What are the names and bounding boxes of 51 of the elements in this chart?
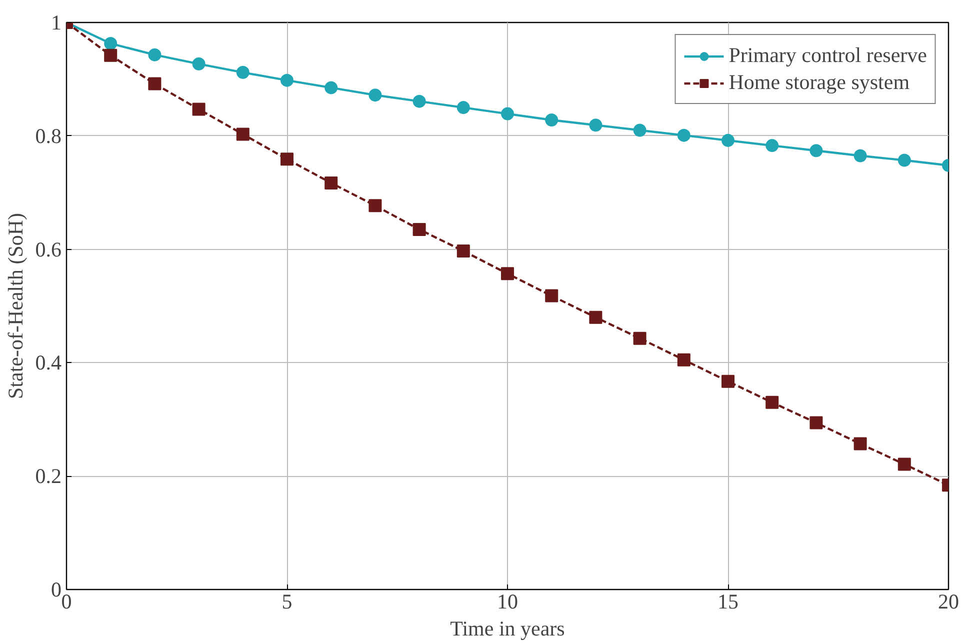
point xyxy=(192,102,206,116)
point xyxy=(766,139,779,152)
point xyxy=(810,144,823,158)
point xyxy=(722,134,734,147)
point xyxy=(456,244,470,258)
y-tick-label: 1 xyxy=(51,10,62,34)
x-axis-title: Time in years xyxy=(450,616,565,640)
point xyxy=(589,118,602,132)
x-tick-label: 10 xyxy=(497,590,518,614)
x-tick-label: 15 xyxy=(718,590,738,614)
point xyxy=(412,94,426,108)
point xyxy=(148,77,162,90)
point xyxy=(104,36,118,50)
point xyxy=(677,353,690,366)
y-tick-label: 0.8 xyxy=(35,124,62,148)
x-tick-label: 20 xyxy=(938,590,959,614)
point xyxy=(148,48,162,62)
point xyxy=(545,289,558,302)
point xyxy=(324,81,338,94)
point xyxy=(545,114,558,127)
point xyxy=(236,128,250,141)
point xyxy=(501,267,514,280)
point xyxy=(368,88,382,102)
point xyxy=(766,396,779,409)
point xyxy=(854,437,867,450)
point xyxy=(589,310,602,324)
point xyxy=(280,152,294,166)
legend-label: Primary control reserve xyxy=(728,43,927,68)
y-tick-label: 0.2 xyxy=(35,464,62,488)
point xyxy=(633,332,646,345)
point xyxy=(898,458,911,471)
y-axis-title: State-of-Health (SoH) xyxy=(3,212,28,400)
point xyxy=(280,74,294,87)
legend-label: Home storage system xyxy=(728,70,910,95)
y-tick-label: 0.4 xyxy=(35,350,62,375)
point xyxy=(104,48,118,62)
point xyxy=(810,416,823,430)
point xyxy=(324,176,338,190)
x-tick-label: 5 xyxy=(282,590,292,614)
point xyxy=(368,199,382,212)
point xyxy=(633,124,646,137)
point xyxy=(501,107,514,120)
point xyxy=(898,154,911,167)
point xyxy=(854,149,867,162)
point xyxy=(412,222,426,236)
point xyxy=(722,374,734,388)
point xyxy=(192,57,206,70)
point xyxy=(456,101,470,114)
point xyxy=(677,128,690,142)
y-tick-label: 0.6 xyxy=(35,237,62,262)
point xyxy=(236,66,250,79)
